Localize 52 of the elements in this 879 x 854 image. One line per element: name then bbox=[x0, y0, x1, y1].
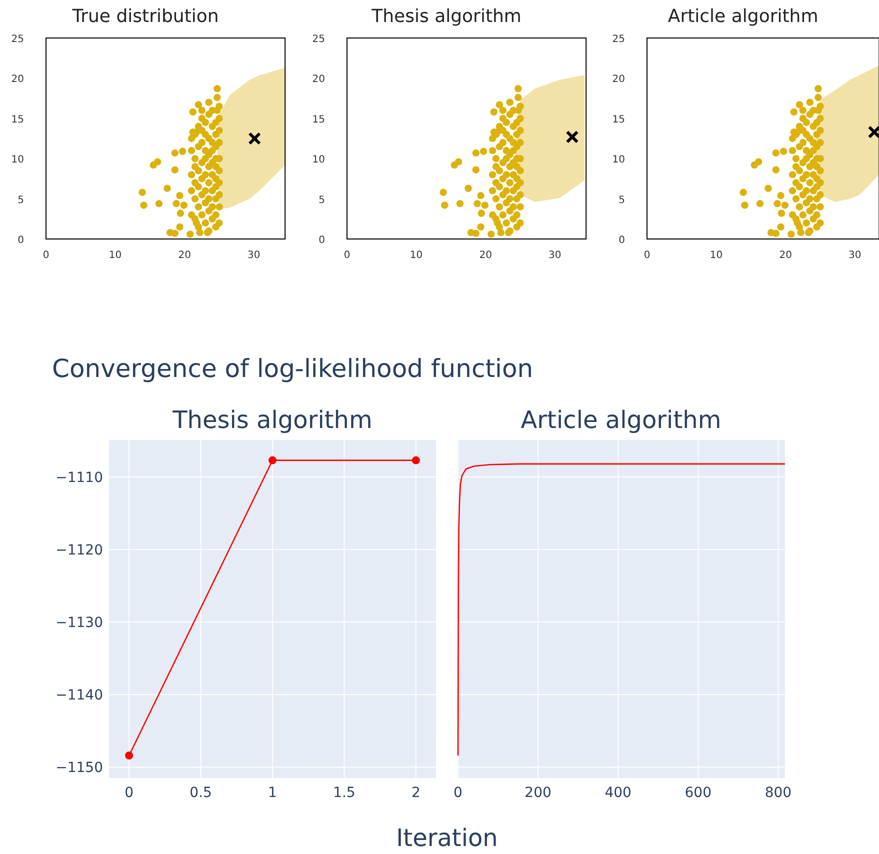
x-tick-label: 0 bbox=[124, 785, 134, 801]
x-tick-label: 0 bbox=[454, 785, 462, 801]
y-tick-label: 10 bbox=[612, 154, 625, 166]
y-tick-label: 25 bbox=[612, 34, 625, 45]
y-tick-label: 25 bbox=[312, 34, 325, 45]
y-tick-label: 0 bbox=[618, 235, 625, 246]
y-tick-label: 10 bbox=[11, 154, 24, 166]
x-tick-label: 600 bbox=[684, 785, 712, 801]
chart-title: Article algorithm bbox=[668, 6, 818, 27]
x-tick-label: 20 bbox=[479, 250, 492, 261]
chart-title: Thesis algorithm bbox=[172, 406, 372, 434]
y-tick-label: 5 bbox=[318, 194, 325, 206]
y-tick-label: 20 bbox=[312, 74, 325, 86]
x-tick-label: 800 bbox=[764, 785, 792, 801]
y-tick-label: 5 bbox=[18, 194, 24, 206]
y-tick-label: −1150 bbox=[56, 760, 103, 776]
y-tick-label: 5 bbox=[618, 194, 625, 206]
x-tick-label: 30 bbox=[548, 250, 562, 261]
x-tick-label: 0 bbox=[344, 250, 350, 261]
x-tick-label: 0 bbox=[644, 250, 650, 261]
x-tick-label: 0 bbox=[42, 250, 50, 261]
y-tick-label: 0 bbox=[318, 235, 325, 246]
x-tick-label: 200 bbox=[524, 785, 552, 801]
y-tick-label: 0 bbox=[18, 235, 24, 246]
x-tick-label: 10 bbox=[410, 250, 423, 261]
chart-title: True distribution bbox=[71, 6, 219, 27]
y-tick-label: 10 bbox=[312, 154, 325, 166]
x-tick-label: 20 bbox=[178, 250, 191, 261]
x-tick-label: 30 bbox=[248, 250, 260, 261]
y-tick-label: −1140 bbox=[56, 688, 103, 704]
x-tick-label: 30 bbox=[848, 250, 862, 261]
y-tick-label: 25 bbox=[11, 34, 24, 45]
x-tick-label: 10 bbox=[710, 250, 723, 261]
y-tick-label: 20 bbox=[11, 74, 24, 86]
y-tick-label: −1110 bbox=[56, 470, 103, 486]
x-tick-label: 1 bbox=[268, 785, 277, 801]
y-tick-label: −1130 bbox=[56, 615, 103, 632]
x-tick-label: 20 bbox=[779, 250, 792, 261]
y-tick-label: −1120 bbox=[56, 542, 103, 559]
x-tick-label: 2 bbox=[411, 785, 420, 801]
y-tick-label: 15 bbox=[312, 114, 325, 126]
x-tick-label: 0.5 bbox=[190, 785, 212, 801]
y-tick-label: 15 bbox=[612, 114, 625, 126]
y-tick-label: 20 bbox=[612, 74, 625, 86]
x-tick-label: 10 bbox=[108, 250, 122, 261]
x-axis-title: Iteration bbox=[396, 824, 498, 852]
chart-title: Thesis algorithm bbox=[370, 6, 522, 27]
chart-title: Article algorithm bbox=[520, 406, 722, 434]
x-tick-label: 400 bbox=[604, 785, 632, 801]
x-tick-label: 1.5 bbox=[333, 785, 356, 801]
text: Convergence of log-likelihood function bbox=[52, 354, 534, 383]
y-tick-label: 15 bbox=[11, 114, 24, 126]
